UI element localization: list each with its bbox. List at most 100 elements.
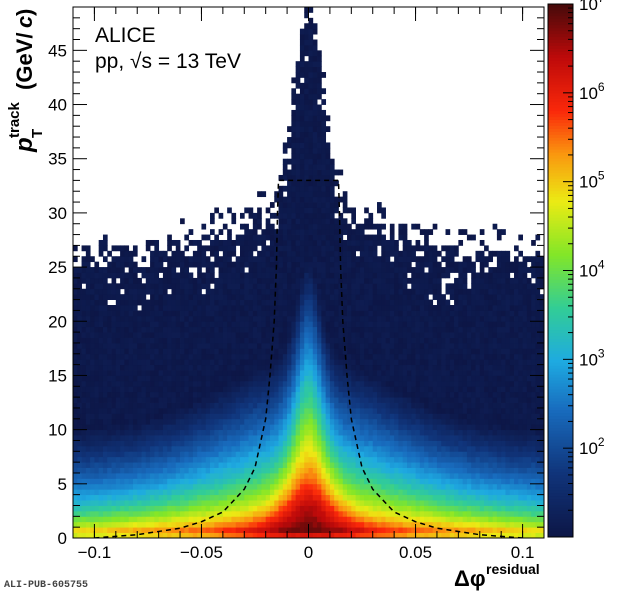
heatmap-cell [372,478,378,485]
heatmap-cell [98,386,104,393]
heatmap-cell [291,342,297,349]
heatmap-cell [158,418,164,425]
heatmap-cell [197,332,202,338]
heatmap-cell [526,521,532,528]
heatmap-cell [111,489,117,496]
heatmap-cell [85,478,91,485]
heatmap-cell [227,407,232,414]
heatmap-cell [218,407,224,414]
heatmap-cell [449,305,455,311]
heatmap-cell [265,424,271,431]
heatmap-cell [205,424,211,431]
heatmap-cell [445,407,451,414]
heatmap-cell [218,489,224,496]
heatmap-cell [111,445,117,452]
heatmap-cell [124,332,130,338]
heatmap-cell [462,299,468,306]
heatmap-cell [355,440,361,447]
heatmap-cell [449,451,455,458]
heatmap-cell [85,521,91,528]
heatmap-cell [299,500,305,506]
heatmap-cell [364,472,369,479]
heatmap-cell [205,294,211,300]
heatmap-cell [180,456,185,463]
heatmap-cell [265,332,271,338]
heatmap-cell [73,305,78,311]
heatmap-cell [454,370,459,376]
heatmap-cell [312,516,318,523]
heatmap-cell [175,532,181,538]
heatmap-cell [197,456,202,463]
heatmap-cell [415,391,421,398]
heatmap-cell [201,532,207,538]
heatmap-cell [466,337,472,344]
heatmap-cell [132,321,138,328]
heatmap-cell [492,342,498,349]
heatmap-cell [222,483,228,490]
heatmap-cell [248,364,254,371]
heatmap-cell [269,299,275,306]
heatmap-cell [454,375,459,382]
heatmap-cell [244,397,249,403]
heatmap-cell [462,418,468,425]
heatmap-cell [531,413,536,420]
heatmap-cell [488,440,494,447]
heatmap-cell [128,332,134,338]
heatmap-cell [317,489,322,496]
heatmap-cell [317,294,322,300]
heatmap-cell [85,364,91,371]
heatmap-cell [441,294,446,300]
heatmap-cell [334,505,339,512]
heatmap-cell [428,440,434,447]
heatmap-cell [115,299,121,306]
heatmap-cell [124,386,130,393]
heatmap-cell [244,467,249,474]
heatmap-cell [231,348,237,355]
heatmap-cell [381,445,386,452]
heatmap-cell [368,413,374,420]
heatmap-cell [197,391,202,398]
heatmap-cell [436,337,442,344]
heatmap-cell [432,532,438,538]
heatmap-cell [372,332,378,338]
heatmap-cell [141,451,147,458]
heatmap-cell [475,424,481,431]
heatmap-cell [231,321,237,328]
heatmap-cell [342,380,348,387]
heatmap-cell [415,326,421,333]
heatmap-cell [347,500,352,506]
heatmap-cell [205,288,211,295]
heatmap-cell [188,532,194,538]
heatmap-cell [287,370,292,376]
heatmap-cell [132,359,138,366]
heatmap-cell [432,516,438,523]
heatmap-cell [441,375,446,382]
heatmap-cell [222,310,228,317]
heatmap-cell [535,359,541,366]
heatmap-cell [471,483,476,490]
heatmap-cell [244,532,249,538]
heatmap-cell [509,397,515,403]
heatmap-cell [115,429,121,436]
heatmap-cell [338,505,344,512]
heatmap-cell [184,359,190,366]
heatmap-cell [214,294,219,300]
heatmap-cell [317,397,322,403]
heatmap-cell [102,440,108,447]
heatmap-cell [180,391,185,398]
heatmap-cell [308,348,314,355]
heatmap-cell [359,435,365,441]
heatmap-cell [124,375,130,382]
heatmap-cell [81,348,87,355]
heatmap-cell [402,521,408,528]
heatmap-cell [385,315,391,322]
heatmap-cell [137,483,142,490]
heatmap-cell [402,435,408,441]
heatmap-cell [94,413,100,420]
heatmap-cell [205,337,211,344]
heatmap-cell [90,516,95,523]
heatmap-cell [111,353,117,360]
heatmap-cell [355,364,361,371]
heatmap-cell [252,521,258,528]
heatmap-cell [338,315,344,322]
